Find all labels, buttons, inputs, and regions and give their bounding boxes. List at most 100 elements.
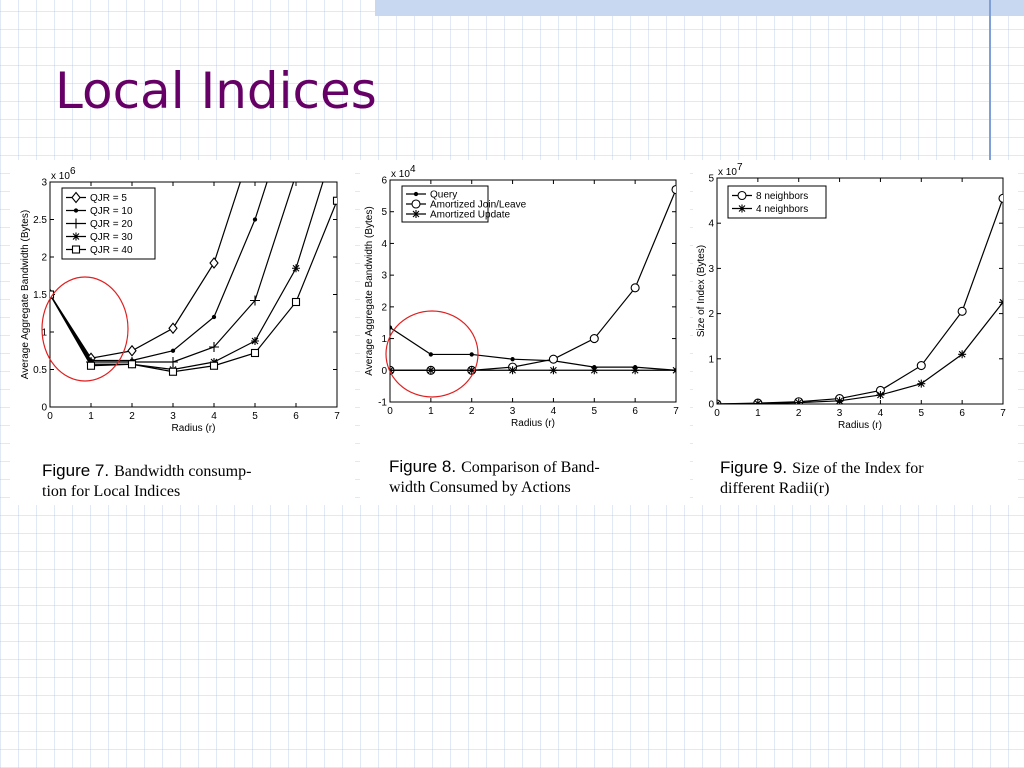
marker	[469, 352, 474, 357]
marker	[631, 366, 640, 375]
legend-label: Amortized Update	[430, 210, 510, 221]
marker	[590, 366, 599, 375]
marker	[209, 257, 219, 269]
marker	[589, 334, 599, 344]
x-tick-label: 2	[469, 406, 475, 417]
y-tick-label: 4	[381, 239, 387, 250]
marker	[717, 400, 721, 404]
x-tick-label: 1	[428, 406, 434, 417]
y-tick-label: 5	[708, 174, 714, 185]
legend-label: QJR = 10	[90, 206, 133, 217]
marker	[753, 399, 762, 404]
legend-label: 8 neighbors	[756, 191, 808, 202]
caption-line: Comparison of Band-	[461, 459, 600, 476]
caption-label: Figure 8.	[389, 457, 456, 476]
x-tick-label: 4	[211, 411, 217, 422]
top-band	[375, 0, 1024, 16]
y-tick-label: 3	[381, 271, 387, 282]
marker	[73, 208, 79, 213]
y-tick-label: 0	[41, 403, 47, 414]
legend-label: 4 neighbors	[756, 204, 808, 215]
y-tick-label: 3	[708, 264, 714, 275]
caption-line: Bandwidth consump-	[114, 463, 251, 480]
y-exponent: 6	[70, 166, 76, 177]
y-tick-label: 1	[708, 354, 714, 365]
x-tick-label: 7	[673, 406, 679, 417]
caption-label: Figure 7.	[42, 461, 109, 480]
marker	[467, 366, 476, 375]
marker	[72, 232, 80, 241]
marker	[168, 322, 178, 335]
highlight-ellipse	[41, 276, 129, 382]
y-axis-label: Average Aggregate Bandwidth (Bytes)	[364, 206, 375, 375]
marker	[250, 295, 260, 306]
y-tick-label: -1	[378, 398, 387, 409]
marker	[917, 379, 926, 388]
marker	[412, 210, 420, 218]
x-tick-label: 5	[592, 406, 598, 417]
marker	[630, 283, 640, 293]
marker	[168, 367, 178, 376]
caption-line: Size of the Index for	[792, 460, 924, 477]
y-axis-label: Size of Index (Bytes)	[696, 245, 707, 337]
x-tick-label: 2	[796, 408, 802, 419]
series-line	[50, 200, 337, 373]
marker	[671, 184, 676, 195]
y-tick-label: 1	[381, 334, 387, 345]
x-tick-label: 5	[252, 411, 258, 422]
x-tick-label: 7	[334, 411, 340, 422]
caption-line: tion for Local Indices	[42, 483, 180, 500]
series-line	[50, 182, 241, 359]
x-tick-label: 0	[47, 411, 53, 422]
marker	[332, 196, 337, 205]
marker	[549, 366, 558, 375]
marker	[835, 396, 844, 404]
x-tick-label: 3	[837, 408, 843, 419]
marker	[251, 132, 259, 142]
x-tick-label: 2	[129, 411, 135, 422]
y-multiplier: x 10	[51, 171, 70, 182]
plot-frame	[389, 179, 677, 403]
marker	[127, 360, 137, 369]
marker	[211, 314, 217, 320]
x-tick-label: 6	[632, 406, 638, 417]
y-exponent: 7	[737, 162, 743, 173]
legend-label: QJR = 20	[90, 219, 133, 230]
y-axis-label: Average Aggregate Bandwidth (Bytes)	[20, 210, 31, 379]
legend-label: QJR = 30	[90, 232, 133, 243]
y-multiplier: x 10	[391, 169, 410, 180]
marker	[250, 348, 260, 358]
x-axis-label: Radius (r)	[511, 418, 555, 429]
marker	[168, 357, 178, 367]
highlight-ellipse	[385, 310, 479, 398]
x-axis-label: Radius (r)	[172, 423, 216, 434]
legend-label: QJR = 40	[90, 245, 133, 256]
x-tick-label: 6	[293, 411, 299, 422]
series-line	[390, 326, 676, 371]
marker	[508, 366, 517, 375]
legend-label: Query	[430, 190, 457, 201]
y-multiplier: x 10	[718, 167, 737, 178]
marker	[390, 325, 393, 330]
caption-label: Figure 9.	[720, 458, 787, 477]
marker	[71, 218, 81, 229]
marker	[209, 342, 219, 352]
x-tick-label: 7	[1000, 408, 1006, 419]
x-tick-label: 4	[878, 408, 884, 419]
marker	[71, 245, 81, 254]
y-tick-label: 3	[41, 178, 47, 189]
y-tick-label: 1.5	[33, 290, 47, 301]
y-tick-label: 6	[381, 176, 387, 187]
y-tick-label: 2.5	[33, 215, 47, 226]
x-tick-label: 5	[919, 408, 925, 419]
marker	[794, 398, 803, 404]
marker	[333, 133, 341, 141]
marker	[252, 217, 258, 222]
marker	[170, 348, 176, 353]
caption-line: width Consumed by Actions	[389, 479, 571, 496]
y-tick-label: 0.5	[33, 365, 47, 376]
marker	[957, 306, 967, 316]
marker	[291, 297, 301, 307]
